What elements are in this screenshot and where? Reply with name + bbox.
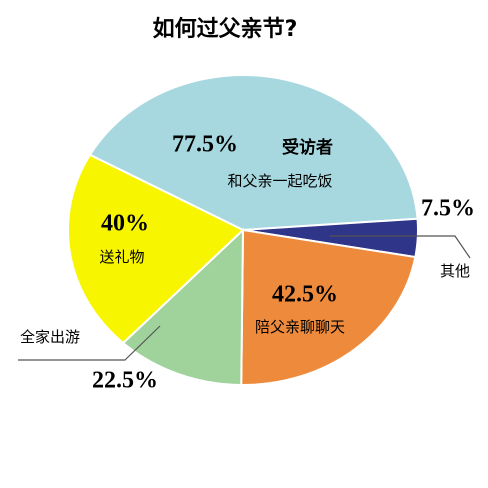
- pie-slice: [121, 227, 245, 387]
- category-label: 其他: [440, 262, 470, 280]
- pie-slice: [240, 228, 417, 386]
- chart-title: 如何过父亲节?: [153, 16, 298, 42]
- data-label: 40%: [101, 211, 149, 237]
- annotation: 受访者: [282, 137, 333, 158]
- data-label: 42.5%: [272, 282, 338, 308]
- category-label: 全家出游: [20, 328, 80, 346]
- leader-line: [18, 325, 161, 361]
- leader-lines: [18, 235, 471, 361]
- leader-line: [330, 235, 471, 259]
- pie-slice: [88, 74, 419, 232]
- data-label: 22.5%: [92, 368, 158, 394]
- category-label: 送礼物: [99, 248, 144, 266]
- category-label: 陪父亲聊聊天: [255, 318, 345, 336]
- data-label: 77.5%: [172, 132, 238, 158]
- pie-slice: [67, 153, 245, 345]
- category-label: 和父亲一起吃饭: [227, 172, 332, 190]
- data-label: 7.5%: [421, 196, 475, 222]
